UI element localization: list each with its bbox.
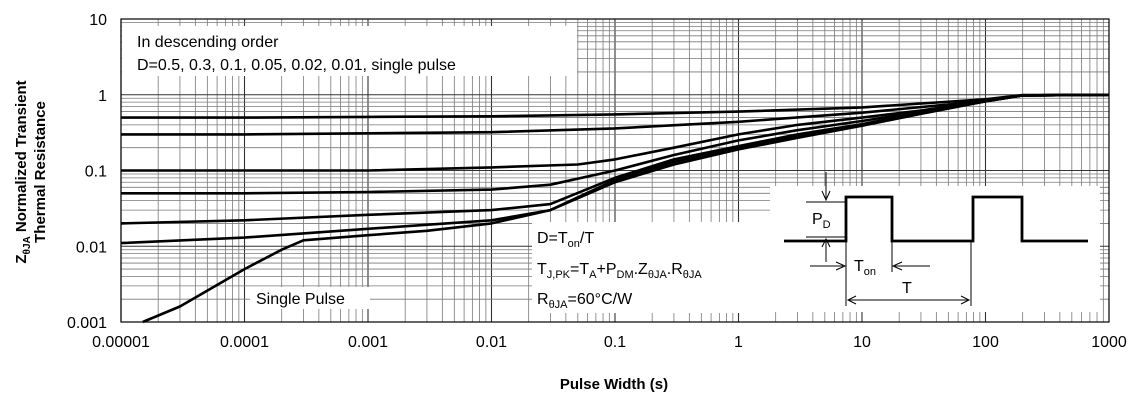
- y-axis-label-line2: Thermal Resistance: [32, 101, 49, 243]
- formula-duty: D=Ton/T: [537, 230, 594, 250]
- y-axis-label-line1: ZθJA Normalized Transient: [13, 80, 33, 263]
- formula-rth: RθJA=60°C/W: [537, 291, 633, 311]
- x-tick-label: 100: [972, 334, 999, 351]
- plot-frame: [120, 18, 1110, 323]
- single-pulse-box: [250, 287, 370, 309]
- y-tick-label: 0.01: [76, 239, 107, 256]
- ton-label: Ton: [854, 258, 876, 278]
- pulse-diagram: [784, 172, 1088, 306]
- x-axis-label: Pulse Width (s): [560, 376, 668, 393]
- formula-box: [532, 222, 770, 313]
- x-tick-label: 0.1: [604, 334, 626, 351]
- x-tick-label: 0.001: [348, 334, 388, 351]
- ton-arrowhead-left: [835, 261, 847, 271]
- pd-arrowhead-top: [821, 190, 831, 202]
- legend-box: [122, 26, 577, 76]
- period-arrowhead-right: [960, 295, 971, 305]
- x-tick-label: 10: [853, 334, 871, 351]
- pd-arrowhead-bottom: [821, 237, 831, 248]
- series-group: [120, 93, 1110, 324]
- x-tick-label: 1: [734, 334, 743, 351]
- period-arrowhead-left: [846, 295, 857, 305]
- x-tick-label: 1000: [1091, 334, 1127, 351]
- legend-line1: In descending order: [137, 34, 279, 51]
- x-tick-label: 0.0001: [220, 334, 269, 351]
- pulse-waveform: [784, 195, 1088, 243]
- y-tick-label: 0.1: [85, 164, 107, 181]
- legend-line2: D=0.5, 0.3, 0.1, 0.05, 0.02, 0.01, singl…: [137, 57, 456, 74]
- period-label: T: [902, 280, 912, 297]
- y-tick-label: 1: [98, 88, 107, 105]
- y-axis-label: ZθJA Normalized Transient Thermal Resist…: [13, 80, 49, 263]
- y-tick-label: 10: [89, 12, 107, 29]
- ton-arrowhead-right: [891, 261, 903, 271]
- formula-junction-temp: TJ,PK=TA+PDM.ZθJA.RθJA: [537, 261, 702, 281]
- x-tick-label: 0.01: [476, 334, 507, 351]
- y-tick-label: 0.001: [67, 315, 107, 332]
- pd-label: PD: [812, 211, 831, 231]
- single-pulse-label: Single Pulse: [256, 291, 345, 308]
- x-tick-label: 0.00001: [92, 334, 150, 351]
- tick-labels: 0.00001 0.0001 0.001 0.01 0.1 1 10 100 1000 0.001…: [67, 12, 1127, 351]
- series-line-7: [142, 93, 1110, 324]
- pulse-diagram-box: [770, 186, 1100, 312]
